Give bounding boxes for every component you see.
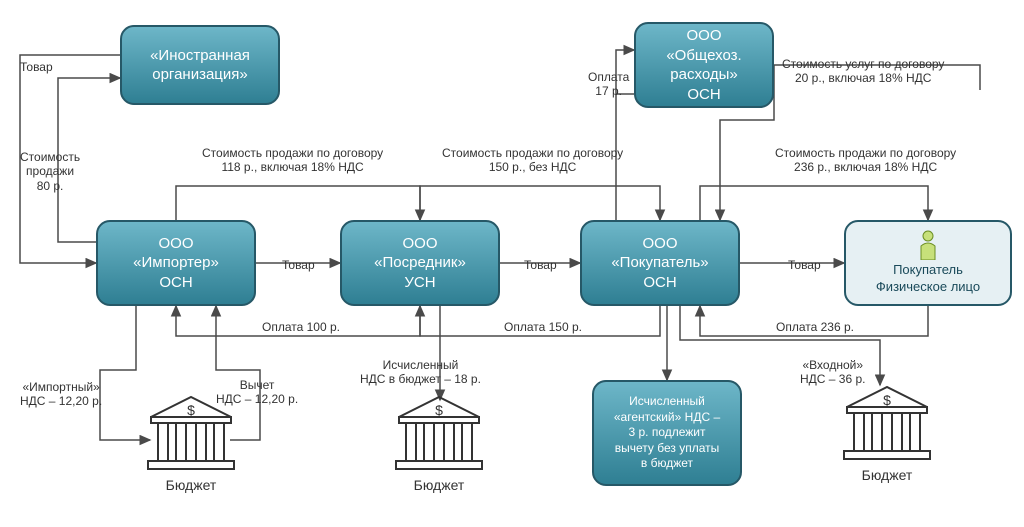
node-label: ООО «Посредник» УСН bbox=[374, 234, 466, 293]
node-overhead: ООО «Общехоз. расходы» ОСН bbox=[634, 22, 774, 108]
node-label: Исчисленный «агентский» НДС – 3 р. подле… bbox=[614, 394, 720, 472]
node-foreign-org: «Иностранная организация» bbox=[120, 25, 280, 105]
bank-icon: $ bbox=[394, 395, 484, 475]
node-label: «Иностранная организация» bbox=[150, 46, 250, 85]
label-cost-236: Стоимость продажи по договору 236 р., вк… bbox=[775, 146, 956, 175]
node-importer: ООО «Импортер» ОСН bbox=[96, 220, 256, 306]
bank-1: $ Бюджет bbox=[146, 395, 236, 493]
label-import-vat: «Импортный» НДС – 12,20 р. bbox=[20, 380, 102, 409]
label-tovar-2: Товар bbox=[524, 258, 557, 272]
node-label: ООО «Импортер» ОСН bbox=[133, 234, 219, 293]
label-cost-80: Стоимость продажи 80 р. bbox=[20, 150, 80, 193]
bank-icon: $ bbox=[146, 395, 236, 475]
bank-caption: Бюджет bbox=[842, 467, 932, 483]
label-calc-vat-18: Исчисленный НДС в бюджет – 18 р. bbox=[360, 358, 481, 387]
label-tovar-top: Товар bbox=[20, 60, 53, 74]
svg-text:$: $ bbox=[187, 402, 195, 418]
bank-caption: Бюджет bbox=[394, 477, 484, 493]
node-person: Покупатель Физическое лицо bbox=[844, 220, 1012, 306]
label-cost-118: Стоимость продажи по договору 118 р., вк… bbox=[202, 146, 383, 175]
node-buyer: ООО «Покупатель» ОСН bbox=[580, 220, 740, 306]
diagram-stage: «Иностранная организация» ООО «Общехоз. … bbox=[0, 0, 1024, 527]
label-uslug-20: Стоимость услуг по договору 20 р., включ… bbox=[782, 57, 944, 86]
node-label: ООО «Покупатель» ОСН bbox=[611, 234, 708, 293]
label-input-vat-36: «Входной» НДС – 36 р. bbox=[800, 358, 866, 387]
svg-text:$: $ bbox=[883, 392, 891, 408]
node-mediator: ООО «Посредник» УСН bbox=[340, 220, 500, 306]
label-oplata-150: Оплата 150 р. bbox=[504, 320, 582, 334]
label-oplata-17: Оплата 17 р. bbox=[588, 70, 629, 99]
node-label: Покупатель Физическое лицо bbox=[876, 262, 980, 296]
bank-icon: $ bbox=[842, 385, 932, 465]
bank-3: $ Бюджет bbox=[842, 385, 932, 483]
label-cost-150: Стоимость продажи по договору 150 р., бе… bbox=[442, 146, 623, 175]
bank-2: $ Бюджет bbox=[394, 395, 484, 493]
bank-caption: Бюджет bbox=[146, 477, 236, 493]
node-agent-vat: Исчисленный «агентский» НДС – 3 р. подле… bbox=[592, 380, 742, 486]
node-label: ООО «Общехоз. расходы» ОСН bbox=[666, 26, 741, 104]
label-oplata-236: Оплата 236 р. bbox=[776, 320, 854, 334]
label-tovar-3: Товар bbox=[788, 258, 821, 272]
label-tovar-1: Товар bbox=[282, 258, 315, 272]
svg-text:$: $ bbox=[435, 402, 443, 418]
label-oplata-100: Оплата 100 р. bbox=[262, 320, 340, 334]
person-icon bbox=[917, 230, 939, 260]
